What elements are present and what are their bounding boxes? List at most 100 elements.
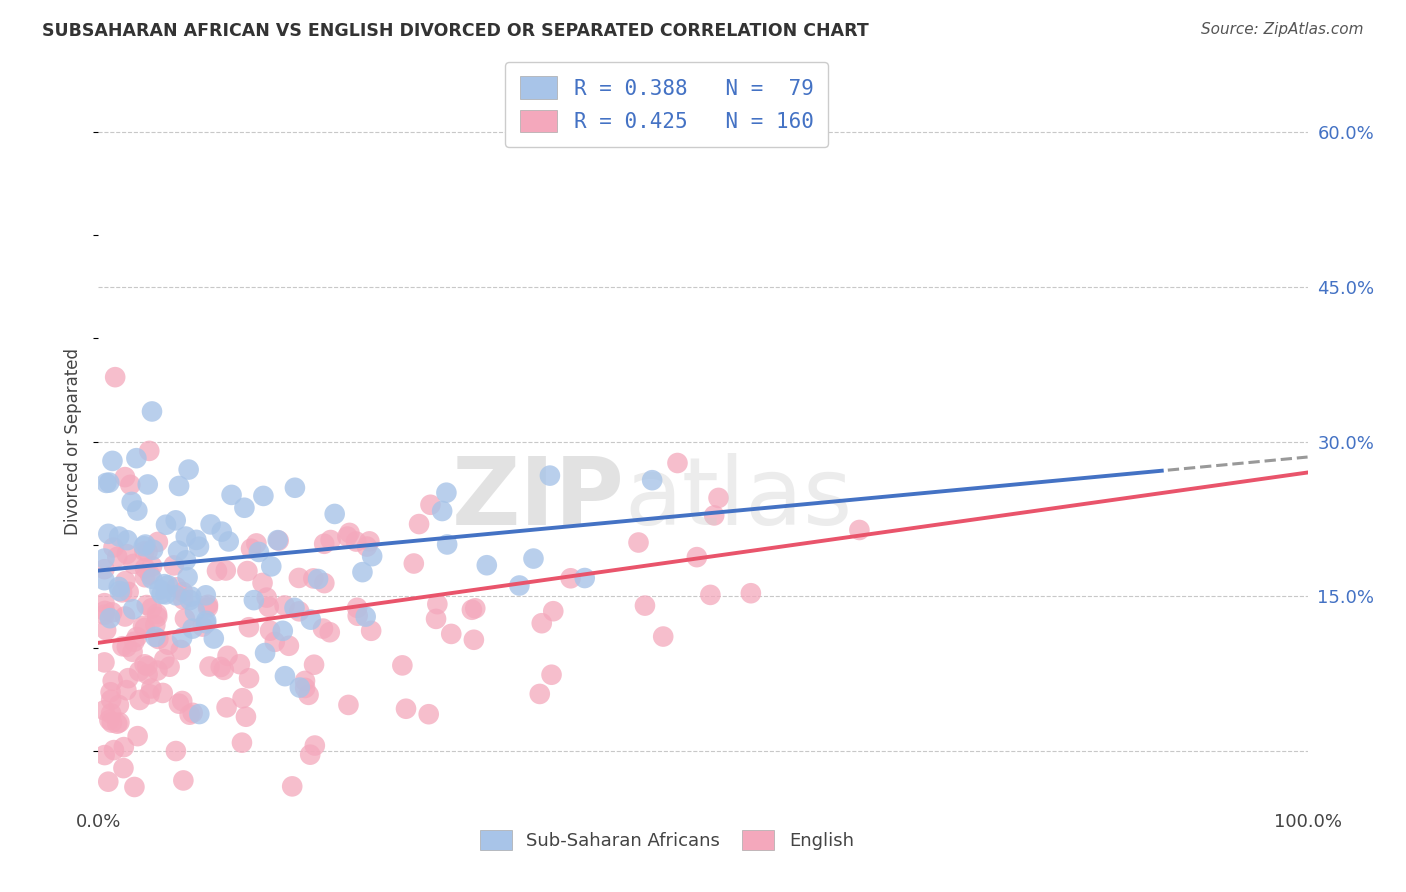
English — [205, 564, 228, 578]
English — [111, 585, 134, 599]
English — [426, 597, 449, 611]
English — [93, 607, 115, 622]
English — [134, 657, 156, 672]
English — [124, 780, 146, 794]
English — [238, 671, 260, 685]
English — [209, 660, 232, 674]
Sub-Saharan Africans — [243, 593, 266, 607]
Sub-Saharan Africans — [167, 543, 190, 558]
Sub-Saharan Africans — [150, 587, 173, 601]
English — [163, 558, 186, 573]
Sub-Saharan Africans — [267, 533, 290, 548]
Sub-Saharan Africans — [508, 578, 530, 592]
Sub-Saharan Africans — [136, 477, 159, 491]
English — [346, 600, 368, 615]
Sub-Saharan Africans — [274, 669, 297, 683]
English — [288, 604, 311, 618]
English — [170, 643, 193, 657]
English — [136, 544, 159, 558]
English — [198, 659, 221, 673]
Sub-Saharan Africans — [233, 500, 256, 515]
English — [302, 571, 325, 585]
English — [172, 694, 194, 708]
English — [93, 656, 115, 670]
English — [425, 612, 447, 626]
Sub-Saharan Africans — [430, 504, 453, 518]
English — [267, 533, 290, 548]
English — [530, 616, 553, 631]
English — [627, 535, 650, 549]
English — [166, 580, 188, 594]
English — [529, 687, 551, 701]
English — [100, 685, 122, 699]
Sub-Saharan Africans — [156, 578, 179, 592]
Sub-Saharan Africans — [122, 602, 145, 616]
English — [277, 639, 299, 653]
English — [245, 536, 267, 550]
Sub-Saharan Africans — [167, 479, 190, 493]
English — [100, 693, 122, 707]
English — [108, 715, 131, 730]
Sub-Saharan Africans — [284, 481, 307, 495]
English — [117, 585, 139, 599]
English — [148, 632, 170, 646]
English — [141, 559, 163, 574]
Sub-Saharan Africans — [354, 609, 377, 624]
English — [304, 739, 326, 753]
English — [235, 709, 257, 723]
English — [259, 624, 281, 638]
English — [103, 743, 125, 757]
English — [395, 702, 418, 716]
English — [127, 729, 149, 743]
English — [101, 673, 124, 688]
English — [100, 706, 122, 721]
Sub-Saharan Africans — [125, 451, 148, 466]
English — [699, 588, 721, 602]
English — [124, 634, 146, 648]
English — [288, 571, 311, 585]
Sub-Saharan Africans — [97, 526, 120, 541]
Sub-Saharan Africans — [176, 570, 198, 584]
Sub-Saharan Africans — [165, 588, 187, 602]
English — [686, 550, 709, 565]
English — [112, 740, 135, 755]
English — [101, 715, 124, 730]
Text: Source: ZipAtlas.com: Source: ZipAtlas.com — [1201, 22, 1364, 37]
English — [652, 630, 675, 644]
Sub-Saharan Africans — [194, 588, 217, 602]
English — [212, 663, 235, 677]
English — [136, 659, 159, 673]
Sub-Saharan Africans — [194, 616, 217, 631]
Sub-Saharan Africans — [155, 587, 177, 601]
English — [319, 533, 342, 547]
Sub-Saharan Africans — [202, 632, 225, 646]
English — [174, 612, 197, 626]
Text: SUBSAHARAN AFRICAN VS ENGLISH DIVORCED OR SEPARATED CORRELATION CHART: SUBSAHARAN AFRICAN VS ENGLISH DIVORCED O… — [42, 22, 869, 40]
Sub-Saharan Africans — [93, 551, 115, 566]
English — [560, 571, 582, 585]
Sub-Saharan Africans — [108, 580, 131, 594]
English — [108, 698, 131, 712]
Sub-Saharan Africans — [141, 404, 163, 418]
English — [543, 604, 565, 618]
Sub-Saharan Africans — [181, 622, 204, 636]
Sub-Saharan Africans — [179, 593, 201, 607]
English — [540, 667, 562, 681]
Sub-Saharan Africans — [188, 540, 211, 554]
Sub-Saharan Africans — [288, 681, 311, 695]
English — [256, 591, 278, 605]
English — [93, 562, 115, 576]
Sub-Saharan Africans — [174, 530, 197, 544]
English — [294, 681, 316, 695]
English — [172, 773, 194, 788]
English — [138, 443, 160, 458]
English — [165, 744, 187, 758]
Sub-Saharan Africans — [538, 468, 561, 483]
English — [319, 625, 342, 640]
English — [236, 564, 259, 578]
English — [281, 780, 304, 794]
English — [146, 535, 169, 549]
English — [103, 541, 125, 555]
English — [197, 600, 219, 615]
Sub-Saharan Africans — [153, 577, 176, 591]
